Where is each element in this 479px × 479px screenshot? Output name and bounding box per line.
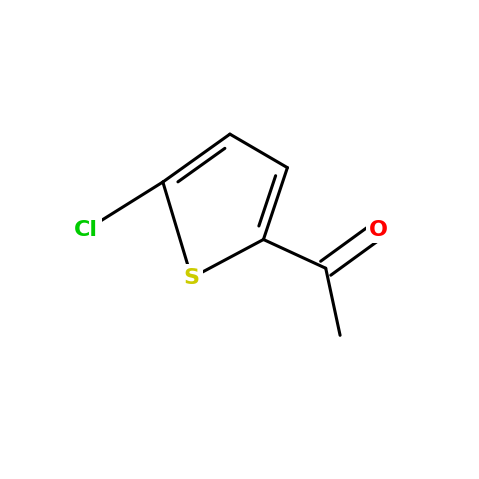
Text: Cl: Cl xyxy=(74,220,98,240)
Text: S: S xyxy=(183,268,200,288)
Text: O: O xyxy=(369,220,388,240)
